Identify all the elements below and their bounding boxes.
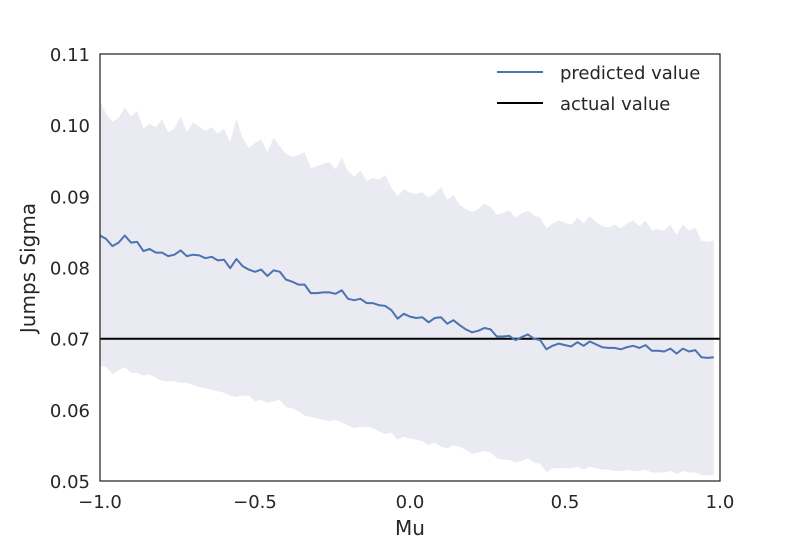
legend-label-actual: actual value (560, 94, 670, 115)
y-tick-label: 0.10 (50, 116, 90, 137)
y-axis-label: Jumps Sigma (16, 203, 40, 335)
plot-frame (99, 53, 721, 482)
y-tick-label: 0.06 (50, 401, 90, 422)
y-tick-label: 0.09 (50, 187, 90, 208)
x-tick-label: −0.5 (233, 492, 277, 513)
predicted-value-line (99, 234, 714, 359)
x-axis-label: Mu (395, 516, 425, 540)
x-tick-label: −1.0 (78, 492, 122, 513)
x-tick-label: 0.5 (551, 492, 580, 513)
legend-label-predicted: predicted value (560, 63, 700, 84)
y-tick-labels: 0.05 0.06 0.07 0.08 0.09 0.10 0.11 (50, 45, 90, 493)
y-tick-label: 0.11 (50, 45, 90, 66)
y-tick-label: 0.05 (50, 472, 90, 493)
x-tick-label: 0.0 (396, 492, 425, 513)
y-tick-label: 0.08 (50, 259, 90, 280)
confidence-band (100, 100, 714, 476)
predicted-value-layer (99, 234, 714, 359)
x-tick-labels: −1.0 −0.5 0.0 0.5 1.0 (78, 492, 734, 513)
legend: predicted value actual value (497, 63, 700, 115)
confidence-band-layer (100, 100, 714, 476)
x-tick-label: 1.0 (706, 492, 735, 513)
y-tick-label: 0.07 (50, 330, 90, 351)
